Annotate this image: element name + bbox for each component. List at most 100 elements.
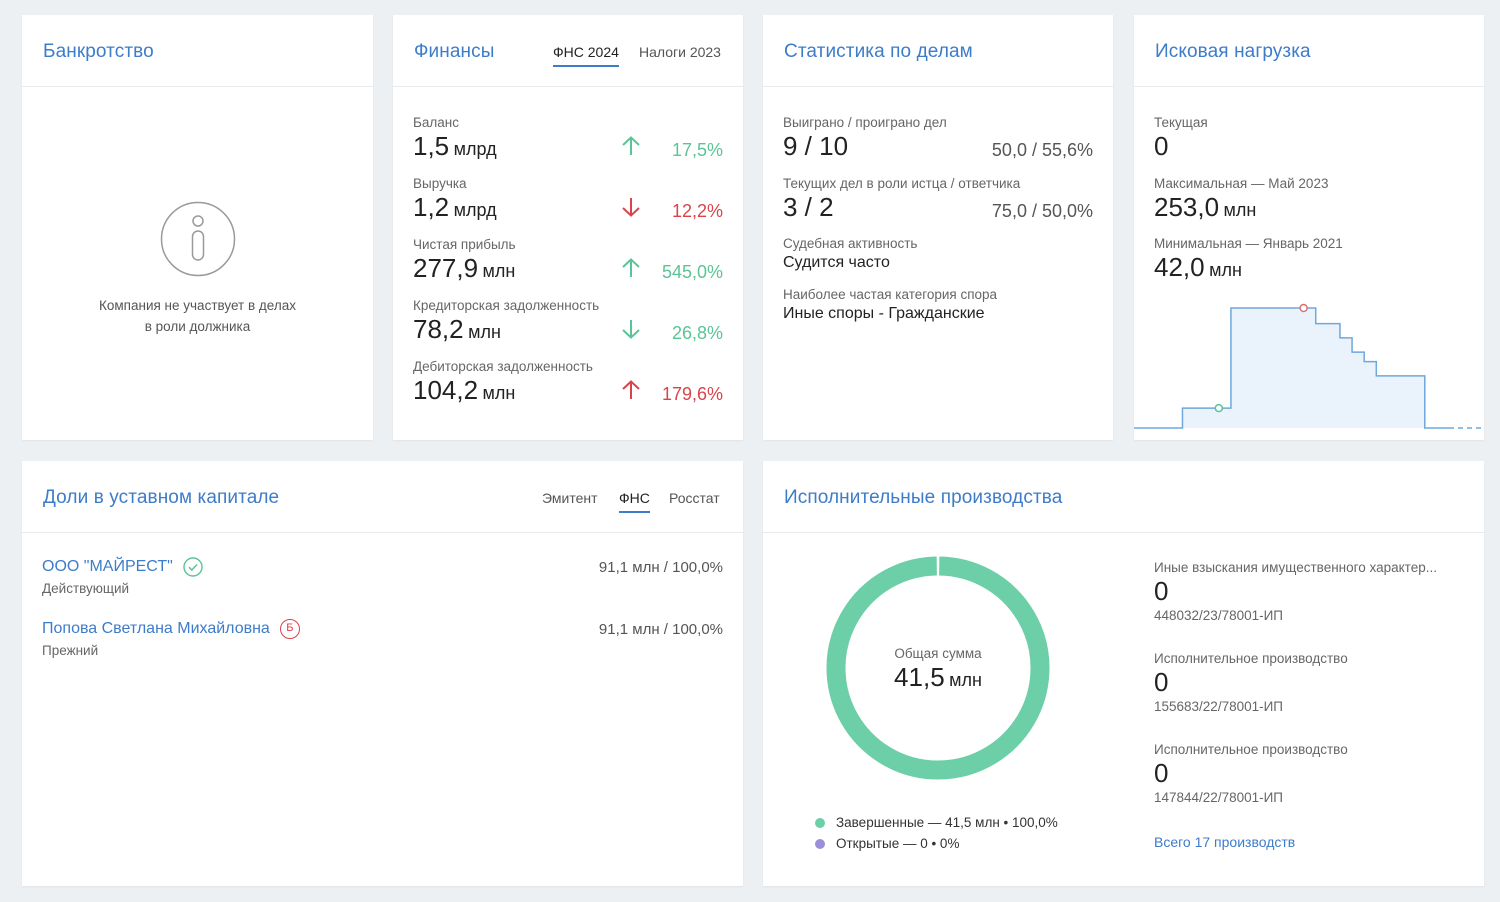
finance-row-change: 545,0% xyxy=(661,262,723,282)
claims-min-value: 42,0 xyxy=(1154,252,1205,282)
arrow-up-icon xyxy=(619,256,643,280)
arrow-down-icon xyxy=(619,317,643,341)
donut-legend: Завершенные — 41,5 млн • 100,0% Открытые… xyxy=(815,812,1058,854)
tab-fns-2024[interactable]: ФНС 2024 xyxy=(553,44,619,67)
legend-dot xyxy=(815,817,825,828)
enforcement-item-value: 0 xyxy=(1154,758,1169,788)
finance-row-value: 277,9 xyxy=(413,253,479,283)
enforcement-title[interactable]: Исполнительные производства xyxy=(784,487,1063,508)
shareholder-share: 91,1 млн / 100,0% xyxy=(598,559,723,576)
tab-rosstat[interactable]: Росстат xyxy=(669,490,720,506)
tab-emitent[interactable]: Эмитент xyxy=(542,490,598,506)
claims-max-row: Максимальная — Май 2023 253,0 млн xyxy=(1154,176,1464,223)
finance-row-change: 12,2% xyxy=(671,201,723,221)
check-circle-icon xyxy=(183,557,203,577)
finance-row-label: Чистая прибыль xyxy=(413,237,516,252)
bankruptcy-message: Компания не участвует в делах в роли дол… xyxy=(22,295,373,337)
donut-total-label: Общая сумма xyxy=(894,646,982,661)
cases-title[interactable]: Статистика по делам xyxy=(784,41,973,62)
legend-item-open[interactable]: Открытые — 0 • 0% xyxy=(815,833,1058,854)
finance-row[interactable]: Кредиторская задолженность 78,2 млн 26,8% xyxy=(413,298,723,345)
cases-current-row: Текущих дел в роли истца / ответчика 3 /… xyxy=(783,176,1093,223)
cases-activity-label: Судебная активность xyxy=(783,236,918,251)
claims-current-row: Текущая 0 xyxy=(1154,115,1464,162)
enforcement-item: Иные взыскания имущественного характер..… xyxy=(1154,560,1464,623)
legend-item-completed[interactable]: Завершенные — 41,5 млн • 100,0% xyxy=(815,812,1058,833)
enforcement-item-number: 147844/22/78001-ИП xyxy=(1154,790,1284,805)
arrow-down-icon xyxy=(619,195,643,219)
enforcement-item-value: 0 xyxy=(1154,667,1169,697)
shareholder-row: ООО "МАЙРЕСТ" Действующий 91,1 млн / 100… xyxy=(42,557,723,596)
shares-title[interactable]: Доли в уставном капитале xyxy=(43,487,280,508)
enforcement-donut-chart[interactable] xyxy=(823,553,1053,783)
claims-chart[interactable] xyxy=(1134,295,1484,440)
claims-header: Исковая нагрузка xyxy=(1134,15,1484,87)
enforcement-item: Исполнительное производство 0 155683/22/… xyxy=(1154,651,1464,714)
claims-min-unit: млн xyxy=(1209,260,1242,280)
cases-category-row: Наиболее частая категория спора Иные спо… xyxy=(783,287,1093,323)
finance-row[interactable]: Дебиторская задолженность 104,2 млн 179,6% xyxy=(413,359,723,406)
cases-category-value: Иные споры - Гражданские xyxy=(783,305,985,322)
cases-won-value[interactable]: 9 / 10 xyxy=(783,131,849,161)
claims-max-unit: млн xyxy=(1223,200,1257,220)
shares-card: Доли в уставном капитале Эмитент ФНС Рос… xyxy=(22,461,743,886)
enforcement-item-label: Исполнительное производство xyxy=(1154,742,1348,757)
cases-current-pct: 75,0 / 50,0% xyxy=(991,201,1093,221)
donut-slice-completed[interactable] xyxy=(826,556,1050,780)
enforcement-item-label: Исполнительное производство xyxy=(1154,651,1348,666)
claims-title[interactable]: Исковая нагрузка xyxy=(1155,41,1311,62)
finance-row-value: 104,2 xyxy=(413,375,479,405)
donut-total-unit: млн xyxy=(949,670,982,690)
legend-dot xyxy=(815,838,825,849)
tab-fns[interactable]: ФНС xyxy=(619,490,650,513)
cases-current-label: Текущих дел в роли истца / ответчика xyxy=(783,176,1021,191)
legend-label: Завершенные — 41,5 млн • 100,0% xyxy=(836,815,1058,830)
cases-activity-row: Судебная активность Судится часто xyxy=(783,236,1093,272)
finance-row-label: Баланс xyxy=(413,115,459,130)
shares-header: Доли в уставном капитале Эмитент ФНС Рос… xyxy=(22,461,743,533)
bankruptcy-message-line1: Компания не участвует в делах xyxy=(99,298,296,313)
bankruptcy-message-line2: в роли должника xyxy=(144,319,251,334)
claims-min-marker[interactable] xyxy=(1214,403,1224,413)
arrow-up-icon xyxy=(619,378,643,402)
claims-max-marker[interactable] xyxy=(1299,303,1308,313)
b-letter-icon: Б xyxy=(279,619,300,639)
cases-current-value[interactable]: 3 / 2 xyxy=(783,192,834,222)
tab-taxes-2023[interactable]: Налоги 2023 xyxy=(639,44,721,60)
claims-max-value: 253,0 xyxy=(1154,192,1220,222)
enforcement-item-number: 155683/22/78001-ИП xyxy=(1154,699,1284,714)
shareholder-name-link[interactable]: ООО "МАЙРЕСТ" xyxy=(42,558,173,575)
claims-min-label: Минимальная — Январь 2021 xyxy=(1154,236,1343,251)
finance-row-change: 179,6% xyxy=(661,384,723,404)
finance-row-label: Выручка xyxy=(413,176,467,191)
finance-row-unit: млн xyxy=(468,322,501,342)
finance-row[interactable]: Выручка 1,2 млрд 12,2% xyxy=(413,176,723,223)
cases-won-label: Выиграно / проиграно дел xyxy=(783,115,947,130)
finance-row-value: 78,2 xyxy=(413,314,464,344)
claims-line xyxy=(1134,307,1449,429)
bankruptcy-card: Банкротство Компания не участвует в дела… xyxy=(22,15,373,440)
cases-activity-value: Судится часто xyxy=(783,254,890,271)
shareholder-name-link[interactable]: Попова Светлана Михайловна xyxy=(42,620,270,637)
shareholder-status: Действующий xyxy=(42,581,130,596)
finance-row[interactable]: Баланс 1,5 млрд 17,5% xyxy=(413,115,723,162)
finance-card: Финансы ФНС 2024 Налоги 2023 Баланс 1,5 м… xyxy=(393,15,743,440)
finance-row-value: 1,2 xyxy=(413,192,450,222)
donut-center: Общая сумма 41,5 млн xyxy=(823,646,1053,693)
cases-won-row: Выиграно / проиграно дел 9 / 10 50,0 / 5… xyxy=(783,115,1093,162)
enforcement-header: Исполнительные производства xyxy=(763,461,1484,533)
donut-total-value: 41,5 xyxy=(894,662,945,692)
info-icon xyxy=(160,201,236,277)
finance-title[interactable]: Финансы xyxy=(414,41,495,62)
enforcement-card: Исполнительные производства Общая сумма … xyxy=(763,461,1484,886)
shareholder-status: Прежний xyxy=(42,643,99,658)
all-enforcements-link[interactable]: Всего 17 производств xyxy=(1154,834,1296,850)
finance-row-unit: млн xyxy=(482,261,516,281)
claims-max-label: Максимальная — Май 2023 xyxy=(1154,176,1329,191)
claims-area xyxy=(1134,308,1449,428)
finance-row-change: 17,5% xyxy=(671,140,723,160)
finance-row[interactable]: Чистая прибыль 277,9 млн 545,0% xyxy=(413,237,723,284)
arrow-up-icon xyxy=(619,134,643,158)
finance-header: Финансы ФНС 2024 Налоги 2023 xyxy=(393,15,743,87)
bankruptcy-title[interactable]: Банкротство xyxy=(43,41,154,62)
